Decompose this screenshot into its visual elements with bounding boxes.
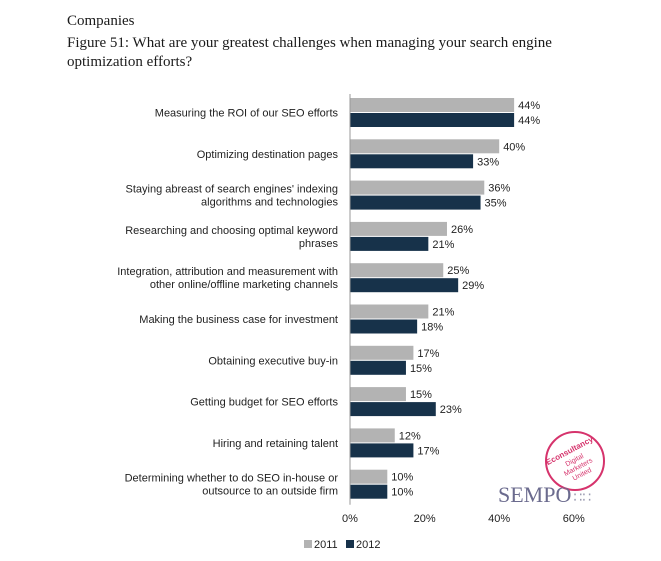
category-label-1: Optimizing destination pages [197,149,339,161]
value-label-2011-4: 25% [447,265,469,277]
value-label-2012-7: 23% [440,404,462,416]
x-tick-label-3: 60% [563,513,585,525]
category-labels: Measuring the ROI of our SEO efforts Opti… [117,108,338,498]
bar-2011-4 [350,263,444,278]
x-tick-label-1: 20% [414,513,436,525]
legend: 2011 2012 [304,539,380,551]
bar-2012-4 [350,278,459,293]
x-tick-label-0: 0% [342,513,358,525]
chart-supertitle: Companies [67,13,135,29]
category-label-line: Measuring the ROI of our SEO efforts [155,108,339,120]
value-label-2012-8: 17% [417,445,439,457]
sempo-logo: SEMPO ∷∷ [498,482,591,508]
category-label-line: Hiring and retaining talent [213,438,338,450]
category-label-line: Getting budget for SEO efforts [190,397,338,409]
bar-2012-2 [350,195,481,210]
bar-2012-5 [350,319,418,334]
category-label-4: Integration, attribution and measurement… [117,266,338,291]
category-label-line: other online/offline marketing channels [150,279,339,291]
category-label-9: Determining whether to do SEO in-house o… [125,473,339,498]
x-tick-label-2: 40% [488,513,510,525]
legend-swatch-2011 [304,540,312,548]
bar-2012-0 [350,113,515,127]
bar-2011-3 [350,221,447,236]
category-label-line: Making the business case for investment [139,314,338,326]
value-label-2012-0: 44% [518,115,540,127]
x-tick-labels: 0% 20% 40% 60% [342,513,585,525]
category-label-8: Hiring and retaining talent [213,438,338,450]
category-label-line: Optimizing destination pages [197,149,339,161]
category-label-line: phrases [299,238,339,250]
category-label-line: algorithms and technologies [201,197,338,209]
bar-2011-2 [350,180,485,195]
value-label-2011-2: 36% [488,183,510,195]
value-label-2012-1: 33% [477,156,499,168]
value-label-2012-9: 10% [391,487,413,499]
category-label-line: Determining whether to do SEO in-house o… [125,473,339,485]
econsultancy-badge: Econsultancy Digital Marketers United [544,430,606,492]
bar-2011-0 [350,98,515,112]
category-label-line: Staying abreast of search engines' index… [126,184,338,196]
value-label-2011-8: 12% [399,430,421,442]
bar-2012-6 [350,360,406,375]
value-label-2011-5: 21% [432,307,454,319]
category-label-7: Getting budget for SEO efforts [190,397,338,409]
legend-swatch-2012 [346,540,354,548]
value-label-2012-3: 21% [432,239,454,251]
bar-2011-9 [350,469,388,484]
bar-2012-1 [350,154,474,169]
category-label-5: Making the business case for investment [139,314,338,326]
value-label-2012-2: 35% [485,198,507,210]
value-label-2011-1: 40% [503,141,525,153]
category-label-6: Obtaining executive buy-in [208,355,338,367]
bar-2012-7 [350,402,436,417]
legend-label-2011: 2011 [314,539,338,551]
category-label-3: Researching and choosing optimal keyword… [125,225,338,250]
bars-group [350,98,515,499]
category-label-line: Obtaining executive buy-in [208,355,338,367]
value-label-2011-3: 26% [451,224,473,236]
value-label-2011-7: 15% [410,389,432,401]
bar-2011-6 [350,345,414,360]
category-label-2: Staying abreast of search engines' index… [126,184,339,209]
bar-2011-7 [350,387,406,402]
value-labels: 44% 44% 40% 33% 36% 35% 26% 21% 25% 29% 21% 18% 17% 1… [391,100,540,499]
category-label-line: Researching and choosing optimal keyword [125,225,338,237]
bar-2011-1 [350,139,500,154]
category-label-0: Measuring the ROI of our SEO efforts [155,108,339,120]
category-label-line: Integration, attribution and measurement… [117,266,338,278]
category-label-line: outsource to an outside firm [202,486,338,498]
value-label-2012-4: 29% [462,280,484,292]
sempo-logo-dots: ∷∷ [573,490,592,506]
legend-label-2012: 2012 [356,539,380,551]
bar-2012-3 [350,236,429,251]
value-label-2012-5: 18% [421,322,443,334]
bar-2012-9 [350,484,388,499]
value-label-2012-6: 15% [410,363,432,375]
bar-2011-5 [350,304,429,319]
bar-2012-8 [350,443,414,458]
bar-2011-8 [350,428,395,443]
value-label-2011-6: 17% [417,348,439,360]
chart-title: Figure 51: What are your greatest challe… [67,35,552,70]
sempo-logo-text: SEMPO [498,482,572,507]
value-label-2011-0: 44% [518,100,540,112]
value-label-2011-9: 10% [391,472,413,484]
